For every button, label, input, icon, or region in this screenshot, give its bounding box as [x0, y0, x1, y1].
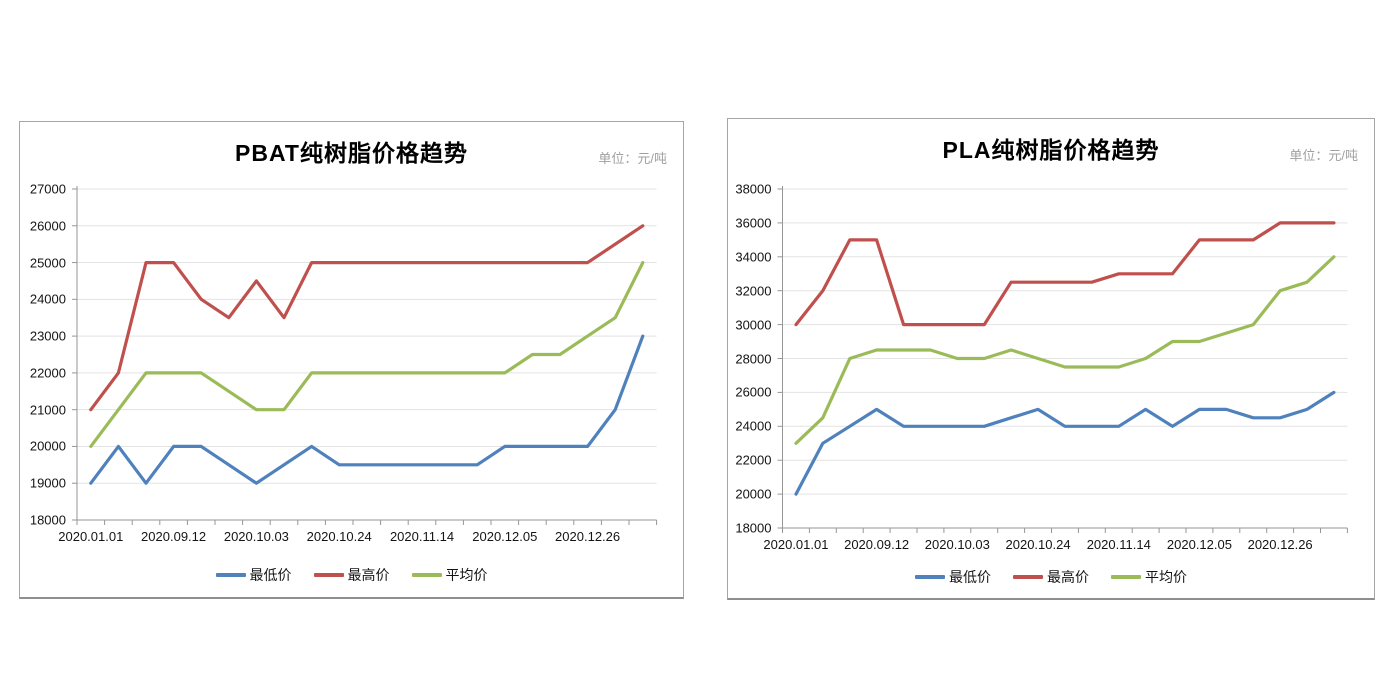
x-tick-label: 2020.09.12 [141, 529, 207, 544]
chart-canvas [72, 186, 658, 525]
y-tick-label: 28000 [735, 351, 772, 366]
legend-item: 最低价 [215, 565, 292, 585]
x-tick-label: 2020.10.24 [1005, 537, 1071, 552]
pla-legend: 最低价 最高价 平均价 [728, 567, 1374, 587]
y-tick-label: 22000 [29, 365, 66, 381]
legend-item: 平均价 [411, 565, 488, 585]
x-tick-label: 2020.12.26 [555, 529, 621, 544]
pla-chart-title: PLA纯树脂价格趋势 [942, 137, 1160, 163]
x-tick-label: 2020.12.26 [1247, 537, 1313, 552]
y-tick-label: 20000 [735, 486, 772, 502]
chart-panel-pbat[interactable]: 27000 26000 25000 24000 23000 22000 21000 20000… [19, 121, 684, 599]
legend-item: 平均价 [1111, 567, 1187, 587]
legend-label: 最低价 [249, 567, 292, 583]
y-tick-label: 26000 [29, 218, 66, 234]
series-line-0 [794, 390, 1336, 496]
y-tick-label: 24000 [735, 418, 772, 434]
y-tick-label: 30000 [735, 317, 772, 333]
legend-label: 最高价 [347, 567, 390, 583]
pbat-legend: 最低价 最高价 平均价 [20, 565, 683, 585]
x-tick-label: 2020.01.01 [763, 537, 829, 552]
legend-label: 平均价 [1145, 569, 1187, 585]
y-tick-label: 22000 [735, 452, 772, 468]
x-tick-label: 2020.09.12 [844, 537, 910, 552]
series-line-2 [794, 255, 1336, 445]
y-tick-label: 18000 [29, 512, 66, 528]
y-tick-label: 34000 [735, 249, 772, 265]
chart-canvas [777, 186, 1348, 533]
y-tick-label: 26000 [735, 384, 772, 400]
y-tick-label: 36000 [735, 215, 772, 231]
chart-panel-pla[interactable]: 38000 36000 34000 32000 30000 28000 26000 24000… [727, 118, 1375, 600]
y-tick-label: 32000 [735, 283, 772, 299]
x-tick-label: 2020.01.01 [58, 529, 124, 544]
x-tick-label: 2020.12.05 [472, 529, 538, 544]
legend-label: 最低价 [949, 569, 991, 585]
y-tick-label: 21000 [29, 402, 66, 418]
legend-line-swatch-icon [215, 573, 246, 577]
series-line-1 [89, 224, 645, 412]
series-line-0 [89, 334, 645, 485]
y-tick-label: 25000 [29, 255, 66, 271]
x-tick-label: 2020.10.24 [306, 529, 372, 544]
y-tick-label: 20000 [29, 438, 66, 454]
series-line-2 [89, 261, 645, 448]
legend-label: 平均价 [445, 567, 488, 583]
pla-unit-label: 单位：元/吨 [1289, 148, 1358, 163]
legend-line-swatch-icon [411, 573, 442, 577]
x-tick-label: 2020.10.03 [924, 537, 990, 552]
legend-item: 最高价 [313, 565, 390, 585]
y-tick-label: 38000 [735, 181, 772, 197]
legend-line-swatch-icon [313, 573, 344, 577]
pbat-plot-area: 27000 26000 25000 24000 23000 22000 21000 20000… [20, 122, 683, 597]
legend-line-swatch-icon [1111, 575, 1141, 579]
y-tick-label: 23000 [29, 328, 66, 344]
legend-line-swatch-icon [915, 575, 945, 579]
x-tick-label: 2020.11.14 [1086, 537, 1151, 552]
x-tick-label: 2020.10.03 [223, 529, 289, 544]
x-tick-label: 2020.12.05 [1166, 537, 1232, 552]
pla-plot-area: 38000 36000 34000 32000 30000 28000 26000 24000… [728, 119, 1374, 598]
legend-item: 最低价 [915, 567, 991, 587]
y-tick-label: 24000 [29, 291, 66, 307]
pbat-unit-label: 单位：元/吨 [598, 151, 667, 166]
series-line-1 [794, 221, 1336, 327]
y-tick-label: 18000 [735, 520, 772, 536]
y-tick-label: 27000 [29, 181, 66, 197]
pbat-chart-title: PBAT纯树脂价格趋势 [235, 140, 468, 166]
legend-item: 最高价 [1013, 567, 1089, 587]
y-tick-label: 19000 [29, 475, 66, 491]
legend-line-swatch-icon [1013, 575, 1043, 579]
legend-label: 最高价 [1047, 569, 1089, 585]
x-tick-label: 2020.11.14 [389, 529, 455, 544]
